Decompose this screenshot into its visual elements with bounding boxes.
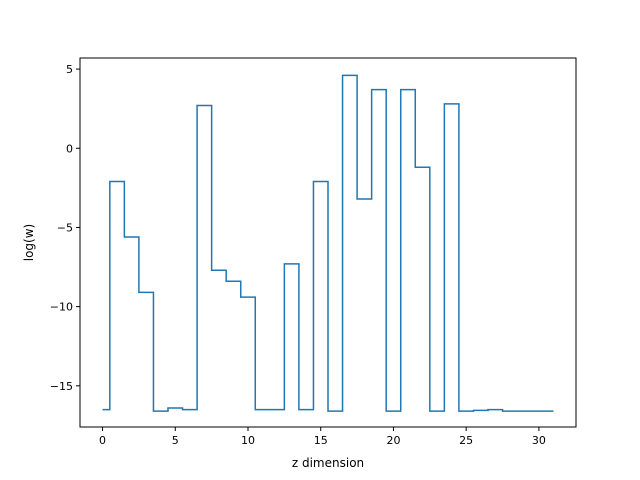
plot-area	[102, 74, 554, 412]
y-axis: −15 −10 −5 0 5	[50, 63, 80, 393]
x-tick-label: 20	[386, 434, 400, 447]
x-tick-label: 15	[314, 434, 328, 447]
y-tick-label: −5	[57, 221, 73, 234]
y-tick-label: 5	[66, 63, 73, 76]
x-axis: 0 5 10 15 20 25 30	[99, 427, 546, 447]
x-tick-label: 0	[99, 434, 106, 447]
data-series-line	[102, 74, 554, 412]
y-tick-label: −10	[50, 301, 73, 314]
y-tick-label: −15	[50, 380, 73, 393]
x-tick-label: 10	[241, 434, 255, 447]
x-axis-label: z dimension	[292, 456, 364, 470]
x-tick-label: 5	[172, 434, 179, 447]
y-axis-label: log(w)	[22, 224, 36, 261]
axes-frame	[79, 57, 577, 428]
y-tick-label: 0	[66, 142, 73, 155]
x-tick-label: 25	[459, 434, 473, 447]
x-tick-label: 30	[532, 434, 546, 447]
